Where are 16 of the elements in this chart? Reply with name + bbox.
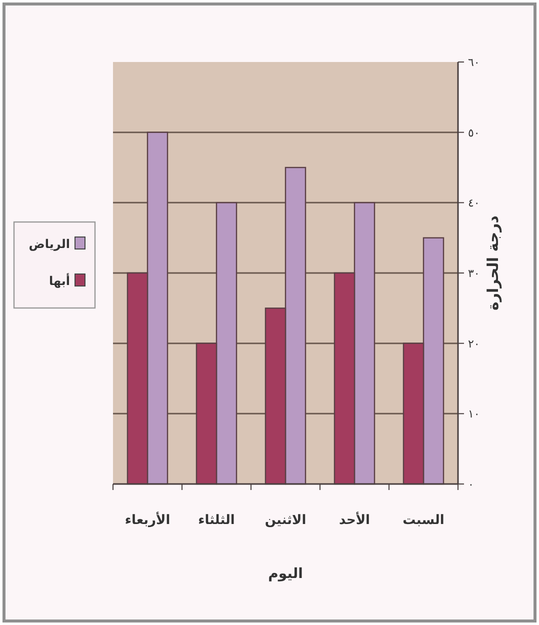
y-tick-label: ٣٠	[468, 267, 480, 280]
y-tick-label: ١٠	[468, 408, 480, 421]
y-tick-label: ٥٠	[468, 126, 480, 140]
legend-label: أبها	[48, 273, 70, 288]
y-tick-label: ٠	[468, 478, 474, 491]
x-tick-label: السبت	[402, 513, 444, 528]
x-tick-label: الأربعاء	[124, 511, 170, 528]
x-tick-label: الأحد	[338, 511, 370, 528]
x-axis-title: اليوم	[268, 566, 303, 582]
y-axis-title: درجة الحرارة	[484, 215, 502, 311]
y-tick-label: ٦٠	[468, 56, 480, 69]
x-tick-label: الاثنين	[264, 513, 306, 528]
x-tick-label: الثلثاء	[198, 513, 235, 528]
y-tick-label: ٤٠	[468, 196, 480, 210]
y-tick-label: ٢٠	[468, 337, 480, 350]
legend-label: الرياض	[28, 237, 70, 251]
